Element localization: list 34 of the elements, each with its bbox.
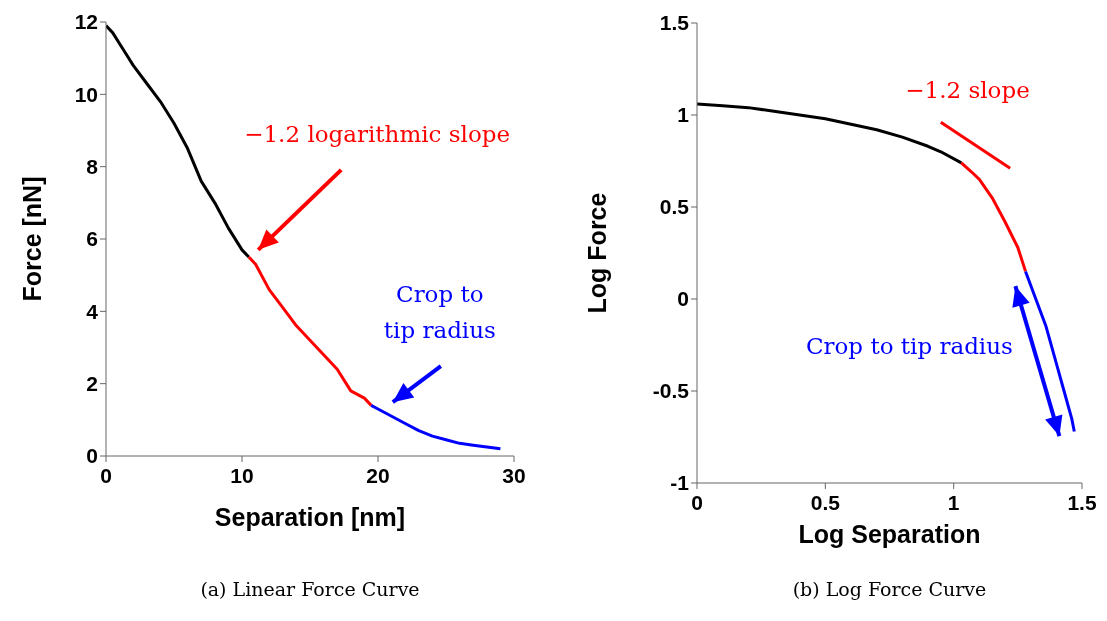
y-tick-label: 12 xyxy=(74,10,98,34)
text: (b) Log Force Curve xyxy=(791,578,988,600)
line-series xyxy=(369,403,502,451)
x-tick-label: 30 xyxy=(502,463,526,487)
line-series xyxy=(697,102,963,165)
annotation: Crop to tip radius xyxy=(805,333,1013,360)
x-tick-label: 10 xyxy=(230,463,254,487)
y-tick-label: 8 xyxy=(86,155,99,179)
text: (a) Linear Force Curve xyxy=(199,578,421,600)
y-tick-label: 1.5 xyxy=(659,11,690,35)
y-axis-title: Log Force xyxy=(582,192,611,314)
y-axis-title: Force [nN] xyxy=(17,176,46,302)
x-tick-label: 1 xyxy=(947,490,960,514)
y-tick-label: 2 xyxy=(86,372,98,396)
y-tick-label: 0 xyxy=(86,444,98,468)
annotation: Crop to tip radius xyxy=(383,281,496,344)
line-series xyxy=(959,161,1028,273)
y-tick-label: 0 xyxy=(677,287,689,311)
x-axis-title: Log Separation xyxy=(798,520,981,548)
y-tick-label: 4 xyxy=(86,299,99,323)
y-tick-label: -1 xyxy=(670,471,690,495)
annotation: −1.2 slope xyxy=(905,77,1030,104)
x-axis-title: Separation [nm] xyxy=(214,503,406,531)
annotation: −1.2 logarithmic slope xyxy=(244,120,511,147)
y-tick-label: 1 xyxy=(677,103,690,127)
line-series xyxy=(1024,269,1076,433)
x-tick-label: 1.5 xyxy=(1067,490,1097,514)
line-series xyxy=(247,255,373,407)
x-tick-label: 0.5 xyxy=(810,490,841,514)
y-tick-label: -0.5 xyxy=(652,379,690,403)
y-tick-label: 0.5 xyxy=(659,195,690,219)
x-tick-label: 20 xyxy=(366,463,390,487)
y-tick-label: 6 xyxy=(86,227,98,251)
y-tick-label: 10 xyxy=(74,82,98,106)
